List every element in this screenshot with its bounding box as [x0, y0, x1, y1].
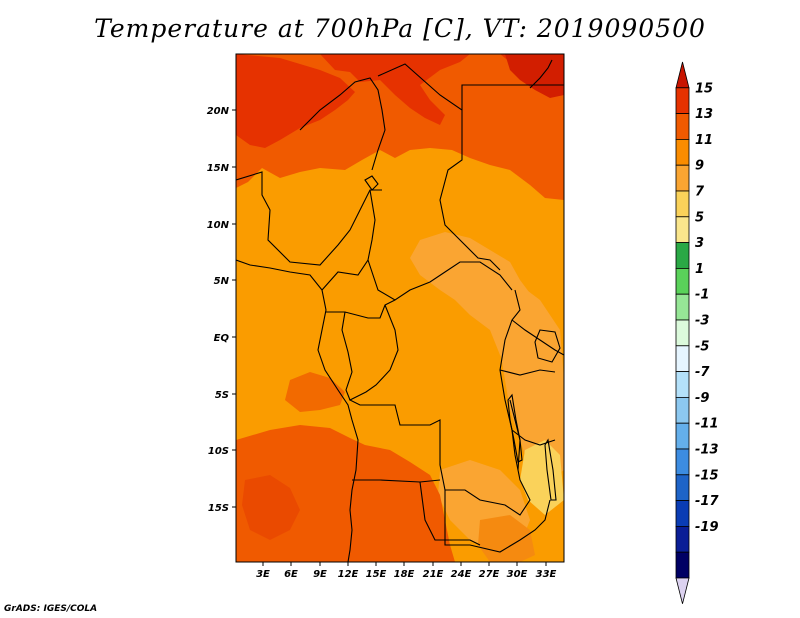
lon-label-9e: 9E	[313, 569, 327, 580]
chart-title: Temperature at 700hPa [C], VT: 201909050…	[94, 14, 706, 43]
footer-credit: GrADS: IGES/COLA	[4, 604, 98, 614]
colorbar-swatch	[675, 422, 690, 450]
lon-label-6e: 6E	[284, 569, 298, 580]
coastline-west	[236, 259, 359, 562]
colorbar-top-arrow	[675, 61, 690, 89]
colorbar-label: 13	[695, 107, 713, 122]
lon-label-27e: 27E	[479, 569, 500, 580]
colorbar-label: 11	[695, 133, 713, 148]
lon-label-24e: 24E	[451, 569, 472, 580]
colorbar-label: 1	[695, 262, 704, 277]
lon-label-18e: 18E	[394, 569, 415, 580]
lake-victoria	[534, 329, 561, 363]
lon-ticks	[262, 562, 547, 566]
colorbar-label: -3	[695, 314, 709, 329]
lake-tanganyika	[507, 393, 523, 463]
colorbar-swatch	[675, 242, 690, 269]
colorbar-swatch	[675, 551, 690, 579]
lat-label-15s: 15S	[208, 503, 229, 514]
colorbar-label: 9	[695, 159, 704, 174]
colorbar-label: -11	[695, 417, 719, 432]
colorbar-swatch	[675, 474, 690, 501]
colorbar-swatch	[675, 371, 690, 398]
lon-label-15e: 15E	[366, 569, 387, 580]
field-north-hot	[236, 54, 564, 148]
border-angola	[352, 479, 481, 546]
colorbar-swatch	[675, 448, 690, 476]
border-east	[499, 319, 564, 471]
field-se-pale	[520, 440, 564, 515]
colorbar-label: 15	[695, 81, 713, 96]
colorbar-label: -15	[695, 468, 719, 483]
border-chad	[377, 63, 501, 271]
colorbar-swatch	[675, 396, 690, 424]
colorbar-swatch	[675, 113, 690, 140]
lat-labels: 20N 15N 10N 5N EQ 5S 10S 15S	[207, 106, 230, 514]
colorbar-label: -1	[695, 288, 709, 303]
colorbar-label: -17	[695, 494, 719, 509]
field-sw-hot	[242, 475, 300, 540]
colorbar-label: -7	[695, 365, 710, 380]
colorbar-swatch	[675, 138, 690, 166]
colorbar-swatch	[675, 164, 690, 192]
colorbar-swatch	[675, 190, 690, 218]
map-frame	[235, 53, 565, 563]
colorbar-swatch	[675, 345, 690, 372]
lat-ticks	[232, 109, 236, 508]
lon-label-33e: 33E	[536, 569, 557, 580]
field-east-light	[500, 285, 564, 480]
colorbar: 15 13 11 9 7 5 3 1 -1 -3 -5 -7 -9 -11 -13 -15 -17 -19	[675, 61, 719, 604]
lat-label-20n: 20N	[207, 106, 230, 117]
border-nigeria	[236, 171, 382, 266]
colorbar-label: -19	[695, 520, 719, 535]
colorbar-swatch	[675, 293, 690, 321]
temperature-field	[236, 54, 564, 562]
lat-label-15n: 15N	[207, 163, 230, 174]
lat-label-10n: 10N	[207, 220, 230, 231]
border-zambia	[444, 490, 551, 553]
colorbar-label: -9	[695, 391, 709, 406]
border-congo-gabon	[326, 299, 396, 401]
colorbar-swatch	[675, 319, 690, 347]
lat-label-10s: 10S	[208, 446, 229, 457]
field-west-warm	[285, 372, 345, 412]
lat-label-5s: 5S	[215, 390, 229, 401]
lat-label-eq: EQ	[214, 333, 230, 344]
border-drc	[348, 289, 531, 516]
colorbar-swatch	[675, 500, 690, 527]
country-borders	[236, 59, 564, 562]
colorbar-swatch	[675, 526, 690, 553]
lon-labels: 3E 6E 9E 12E 15E 18E 21E 24E 27E 30E 33E	[256, 569, 556, 580]
lon-label-30e: 30E	[507, 569, 528, 580]
lon-label-21e: 21E	[423, 569, 444, 580]
lake-chad	[364, 175, 379, 191]
colorbar-label: -13	[695, 443, 719, 458]
lat-label-5n: 5N	[214, 276, 230, 287]
colorbar-swatch	[675, 267, 690, 295]
lon-label-3e: 3E	[256, 569, 270, 580]
colorbar-swatch	[675, 87, 690, 115]
colorbar-swatch	[675, 216, 690, 244]
colorbar-bottom-arrow	[675, 577, 690, 604]
colorbar-label: -5	[695, 339, 709, 354]
lon-label-12e: 12E	[338, 569, 359, 580]
border-car	[367, 259, 513, 301]
red-sea-coast	[529, 59, 553, 89]
border-sudan	[461, 84, 564, 110]
colorbar-label: 5	[695, 210, 704, 225]
colorbar-label: 3	[695, 236, 704, 251]
colorbar-label: 7	[695, 185, 705, 200]
border-niger-north	[299, 77, 386, 171]
lake-malawi	[544, 438, 557, 501]
